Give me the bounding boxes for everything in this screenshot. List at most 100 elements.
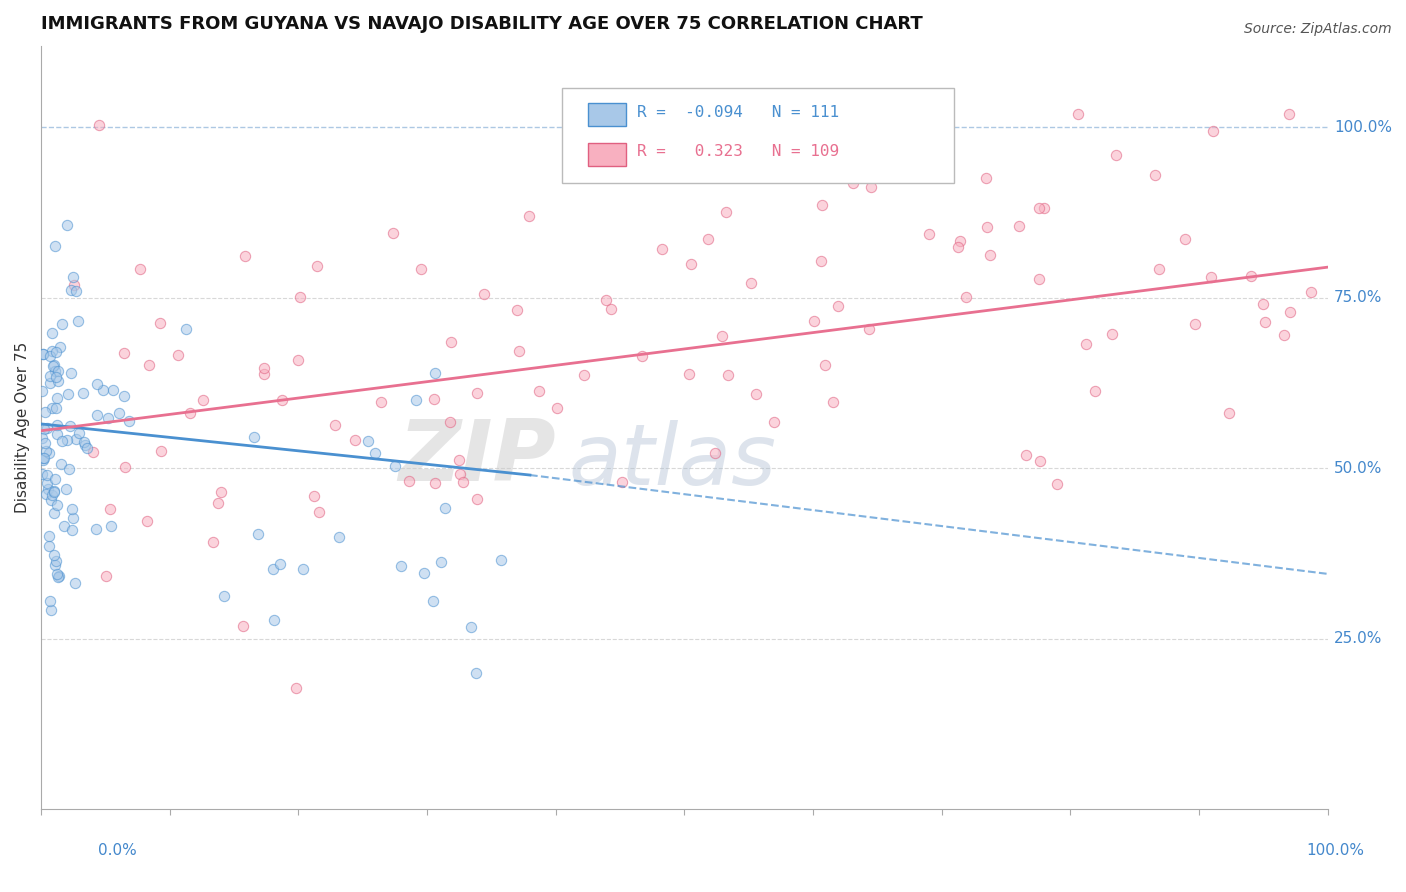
- Text: ZIP: ZIP: [398, 417, 555, 500]
- Point: [101, 383, 124, 397]
- Point: [37, 421, 59, 435]
- Point: [38, 349, 60, 363]
- Point: [114, 460, 136, 475]
- Point: [814, 358, 837, 372]
- Point: [1218, 406, 1240, 420]
- Point: [46, 391, 69, 405]
- Point: [84, 522, 107, 536]
- Text: 25.0%: 25.0%: [1334, 632, 1382, 646]
- Point: [48, 340, 70, 354]
- Point: [39, 603, 62, 617]
- Text: 100.0%: 100.0%: [1306, 843, 1364, 858]
- Point: [946, 240, 969, 254]
- Point: [37, 483, 59, 497]
- Point: [697, 232, 720, 246]
- Text: atlas: atlas: [568, 420, 776, 503]
- Point: [42, 359, 65, 373]
- Point: [308, 505, 330, 519]
- Point: [67, 425, 90, 440]
- Point: [34, 421, 56, 435]
- Point: [39, 493, 62, 508]
- Point: [600, 301, 623, 316]
- Point: [45, 417, 67, 432]
- Point: [389, 559, 412, 574]
- Point: [1272, 328, 1295, 343]
- Point: [62, 511, 84, 525]
- Point: [423, 367, 446, 381]
- Point: [1105, 148, 1128, 162]
- Point: [517, 209, 540, 223]
- Point: [42, 506, 65, 520]
- Point: [65, 432, 87, 446]
- Point: [1008, 219, 1031, 233]
- Point: [451, 475, 474, 489]
- Point: [252, 368, 274, 382]
- Point: [433, 500, 456, 515]
- Point: [810, 198, 832, 212]
- Point: [207, 496, 229, 510]
- Point: [232, 618, 254, 632]
- Point: [31, 467, 53, 481]
- Point: [59, 366, 82, 380]
- Point: [1147, 262, 1170, 277]
- Point: [285, 681, 308, 695]
- Point: [262, 562, 284, 576]
- Point: [35, 475, 58, 490]
- Point: [291, 562, 314, 576]
- Point: [810, 253, 832, 268]
- Point: [107, 407, 129, 421]
- Point: [31, 384, 53, 398]
- Point: [508, 343, 530, 358]
- Point: [44, 369, 66, 384]
- Point: [858, 322, 880, 336]
- Point: [328, 530, 350, 544]
- Point: [1143, 168, 1166, 182]
- Point: [60, 502, 83, 516]
- Y-axis label: Disability Age Over 75: Disability Age Over 75: [15, 342, 30, 513]
- Point: [39, 594, 62, 608]
- Text: 100.0%: 100.0%: [1334, 120, 1392, 135]
- Point: [86, 408, 108, 422]
- Point: [97, 410, 120, 425]
- Point: [979, 248, 1001, 262]
- Point: [745, 386, 768, 401]
- Point: [65, 285, 87, 299]
- Point: [859, 180, 882, 194]
- Point: [246, 527, 269, 541]
- Point: [821, 395, 844, 409]
- Point: [1278, 107, 1301, 121]
- Point: [38, 376, 60, 391]
- Point: [179, 406, 201, 420]
- Point: [138, 358, 160, 372]
- Point: [1299, 285, 1322, 299]
- Point: [48, 568, 70, 582]
- Point: [681, 257, 703, 271]
- Point: [62, 269, 84, 284]
- Point: [82, 445, 104, 459]
- Point: [174, 322, 197, 336]
- Point: [711, 328, 734, 343]
- Point: [34, 451, 56, 466]
- Point: [45, 401, 67, 415]
- Point: [948, 234, 970, 248]
- Point: [46, 427, 69, 442]
- Point: [209, 485, 232, 500]
- Point: [129, 261, 152, 276]
- Point: [364, 446, 387, 460]
- Point: [976, 219, 998, 234]
- Point: [45, 345, 67, 359]
- Point: [546, 401, 568, 415]
- Point: [1278, 305, 1301, 319]
- Point: [423, 392, 446, 406]
- Point: [1015, 448, 1038, 462]
- Point: [191, 392, 214, 407]
- Point: [465, 491, 488, 506]
- Point: [55, 482, 77, 496]
- Point: [269, 557, 291, 571]
- Point: [35, 444, 58, 458]
- Point: [41, 401, 63, 416]
- Point: [73, 438, 96, 452]
- Point: [1184, 317, 1206, 331]
- Point: [243, 430, 266, 444]
- Point: [439, 415, 461, 429]
